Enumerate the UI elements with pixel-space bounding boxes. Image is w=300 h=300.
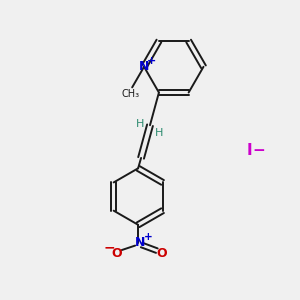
Text: O: O (157, 247, 167, 260)
Text: +: + (144, 232, 153, 242)
Text: I: I (247, 142, 252, 158)
Text: N: N (139, 60, 149, 73)
Text: O: O (111, 247, 122, 260)
Text: H: H (155, 128, 164, 138)
Text: CH₃: CH₃ (122, 89, 140, 99)
Text: −: − (103, 240, 115, 254)
Text: N: N (134, 236, 145, 249)
Text: +: + (147, 56, 156, 66)
Text: H: H (136, 119, 145, 129)
Text: −: − (252, 142, 265, 158)
